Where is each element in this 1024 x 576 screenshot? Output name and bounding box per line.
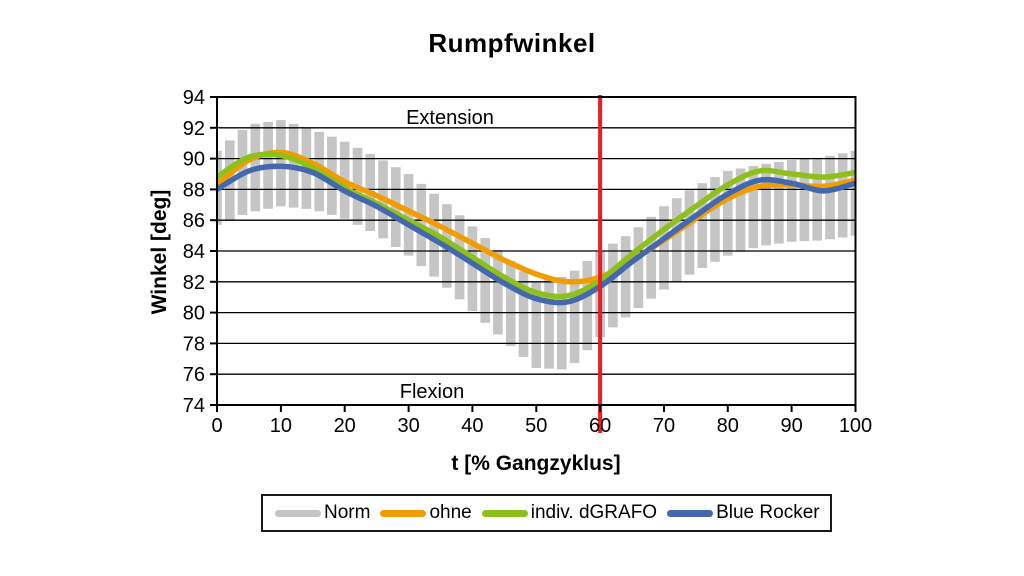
norm-band-bar <box>608 243 618 328</box>
norm-band-bar <box>710 177 720 262</box>
series-ohne <box>217 149 856 285</box>
norm-band-bar <box>671 198 682 283</box>
norm-band-bar <box>850 150 856 236</box>
norm-band-bar <box>544 279 554 369</box>
y-tick-label: 84 <box>183 241 205 263</box>
series-curves <box>217 149 856 306</box>
norm-band-bar <box>518 271 529 357</box>
norm-band-bar <box>646 216 656 299</box>
norm-band-bar <box>505 260 516 346</box>
norm-band-bar <box>633 227 644 308</box>
norm-band-bar <box>620 236 631 318</box>
norm-band-bar <box>569 270 580 364</box>
norm-band-bar <box>557 276 567 370</box>
norm-band-bar <box>480 238 490 323</box>
norm-band-bar <box>812 157 822 241</box>
legend-label: Norm <box>324 502 371 523</box>
x-tick-label: 20 <box>334 415 356 437</box>
norm-band-bar <box>403 174 414 256</box>
norm-band-bar <box>723 170 733 256</box>
legend-item-ohne: ohne <box>380 502 472 524</box>
flexion-annotation: Flexion <box>400 381 464 403</box>
y-axis-title: Winkel [deg] <box>148 189 171 315</box>
norm-band-bar <box>799 158 810 242</box>
legend-swatch <box>380 509 427 517</box>
legend-item-indiv-dgrafo: indiv. dGRAFO <box>481 502 658 524</box>
norm-band-bar <box>761 163 771 246</box>
norm-band-bar <box>276 120 286 207</box>
norm-band-bar <box>697 183 708 268</box>
y-tick-label: 86 <box>183 210 205 232</box>
legend-swatch <box>481 509 528 517</box>
y-tick-label: 74 <box>183 395 205 417</box>
y-tick-label: 92 <box>183 118 205 140</box>
y-tick-label: 76 <box>183 364 205 386</box>
x-tick-label: 60 <box>589 415 611 437</box>
x-tick-label: 0 <box>211 415 222 437</box>
y-tick-label: 82 <box>183 272 205 294</box>
y-tick-label: 94 <box>183 87 205 109</box>
norm-band-bar <box>825 155 835 240</box>
x-tick-label: 100 <box>839 415 872 437</box>
legend-item-blue-rocker: Blue Rocker <box>667 502 820 524</box>
x-tick-label: 80 <box>717 415 739 437</box>
y-tick-label: 88 <box>183 179 205 201</box>
x-tick-label: 30 <box>397 415 419 437</box>
x-axis-title: t [% Gangzyklus] <box>451 452 621 475</box>
axis-ticks: 94 92 90 88 86 84 82 80 78 76 74 0 10 20 30 40 50 60 70 80 9… <box>183 87 872 437</box>
norm-band-bar <box>493 249 503 335</box>
norm-band-bar <box>774 162 784 244</box>
y-tick-label: 78 <box>183 333 205 355</box>
norm-band-bar <box>748 166 759 249</box>
x-tick-label: 70 <box>653 415 675 437</box>
legend-swatch <box>667 509 714 517</box>
x-tick-label: 10 <box>270 415 292 437</box>
extension-annotation: Extension <box>406 107 494 129</box>
legend: Norm ohne indiv. dGRAFO Blue Rocker <box>261 494 832 532</box>
chart-title: Rumpfwinkel <box>428 28 596 58</box>
x-tick-label: 50 <box>525 415 547 437</box>
norm-band-bar <box>684 190 695 275</box>
norm-band-bar <box>531 281 542 368</box>
legend-label: ohne <box>429 502 472 523</box>
norm-band <box>217 120 856 370</box>
series-blue-rocker <box>217 163 856 306</box>
legend-item-norm: Norm <box>275 502 370 524</box>
norm-band-bar <box>582 260 593 351</box>
norm-band-bar <box>786 160 797 242</box>
series-indiv-dgrafo <box>217 151 856 300</box>
y-tick-label: 80 <box>183 303 205 325</box>
norm-band-bar <box>735 168 746 252</box>
legend-label: indiv. dGRAFO <box>530 502 658 523</box>
legend-label: Blue Rocker <box>716 502 820 523</box>
legend-swatch <box>275 509 321 517</box>
norm-band-bar <box>467 226 478 312</box>
y-tick-label: 90 <box>183 149 205 171</box>
norm-band-bar <box>659 206 669 290</box>
x-tick-label: 90 <box>780 415 802 437</box>
norm-band-bar <box>837 153 848 238</box>
x-tick-label: 40 <box>461 415 483 437</box>
